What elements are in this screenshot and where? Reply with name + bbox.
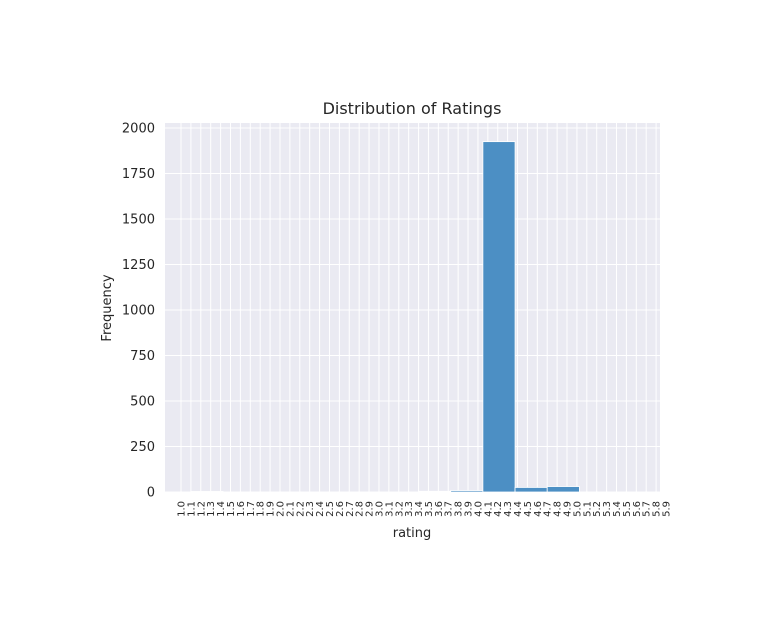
- x-tick-label: 3.7: [444, 501, 455, 517]
- y-tick-label: 1000: [122, 304, 155, 319]
- x-tick-label: 1.9: [266, 501, 277, 517]
- x-tick-label: 4.3: [503, 501, 514, 517]
- x-tick-label: 2.7: [345, 501, 356, 517]
- y-tick-label: 250: [130, 440, 155, 455]
- x-tick-label: 5.4: [612, 501, 623, 517]
- bars: [190, 141, 580, 493]
- x-tick-label: 2.9: [365, 501, 376, 517]
- x-tick-label: 2.0: [275, 501, 286, 517]
- x-tick-label: 4.6: [533, 501, 544, 517]
- x-tick-label: 5.7: [642, 501, 653, 517]
- x-tick-label: 4.1: [483, 501, 494, 517]
- x-axis-label: rating: [393, 526, 432, 541]
- x-tick-label: 3.3: [404, 501, 415, 517]
- histogram-bar: [190, 491, 224, 493]
- x-tick-label: 1.6: [236, 501, 247, 517]
- x-tick-label: 4.2: [493, 501, 504, 517]
- x-tick-label: 4.8: [553, 501, 564, 517]
- x-tick-label: 5.0: [572, 501, 583, 517]
- x-tick-label: 1.7: [246, 501, 257, 517]
- y-tick-label: 500: [130, 395, 155, 410]
- x-tick-label: 3.5: [424, 501, 435, 517]
- x-tick-label: 5.3: [602, 501, 613, 517]
- plot-area: [165, 123, 660, 492]
- y-tick-label: 0: [147, 486, 155, 501]
- y-tick-label: 1750: [122, 167, 155, 182]
- y-tick-labels: 0 250 500 750 1000 1250 1500 1750 2000: [122, 122, 155, 501]
- histogram-bar: [482, 141, 516, 493]
- x-tick-label: 3.2: [394, 501, 405, 517]
- x-tick-label: 3.6: [434, 501, 445, 517]
- x-tick-label: 5.9: [662, 501, 673, 517]
- x-tick-label: 5.5: [622, 501, 633, 517]
- x-tick-label: 3.1: [384, 501, 395, 517]
- grid-lines: [165, 123, 667, 493]
- x-tick-label: 2.6: [335, 501, 346, 517]
- x-tick-label: 3.8: [454, 501, 465, 517]
- x-tick-label: 4.4: [513, 501, 524, 517]
- x-tick-label: 4.5: [523, 501, 534, 517]
- x-tick-label: 5.1: [582, 501, 593, 517]
- x-tick-label: 3.4: [414, 501, 425, 517]
- x-tick-label: 1.3: [206, 501, 217, 517]
- histogram-bar: [546, 486, 580, 493]
- x-tick-label: 5.6: [632, 501, 643, 517]
- x-tick-label: 1.0: [177, 501, 188, 517]
- histogram-bar: [514, 487, 548, 493]
- x-tick-label: 2.2: [295, 501, 306, 517]
- y-tick-label: 750: [130, 349, 155, 364]
- x-tick-label: 2.5: [325, 501, 336, 517]
- x-tick-label: 4.9: [563, 501, 574, 517]
- chart-title: Distribution of Ratings: [323, 99, 502, 118]
- x-tick-label: 2.4: [315, 501, 326, 517]
- x-tick-label: 1.5: [226, 501, 237, 517]
- x-tick-label: 4.7: [543, 501, 554, 517]
- y-tick-label: 1500: [122, 213, 155, 228]
- x-tick-label: 5.8: [652, 501, 663, 517]
- x-tick-labels: 1.01.11.21.31.41.51.61.71.81.92.02.12.22…: [177, 501, 673, 517]
- x-tick-label: 2.3: [305, 501, 316, 517]
- y-tick-label: 2000: [122, 122, 155, 137]
- y-tick-label: 1250: [122, 258, 155, 273]
- x-tick-label: 1.4: [216, 501, 227, 517]
- x-tick-label: 5.2: [592, 501, 603, 517]
- x-tick-label: 3.0: [374, 501, 385, 517]
- x-tick-label: 4.0: [473, 501, 484, 517]
- histogram-bar: [418, 490, 452, 493]
- x-tick-label: 1.1: [186, 501, 197, 517]
- x-tick-label: 3.9: [464, 501, 475, 517]
- x-tick-label: 2.1: [285, 501, 296, 517]
- histogram-bar: [450, 490, 484, 493]
- x-tick-label: 2.8: [355, 501, 366, 517]
- y-axis-label: Frequency: [100, 274, 115, 341]
- x-tick-label: 1.8: [256, 501, 267, 517]
- x-tick-label: 1.2: [196, 501, 207, 517]
